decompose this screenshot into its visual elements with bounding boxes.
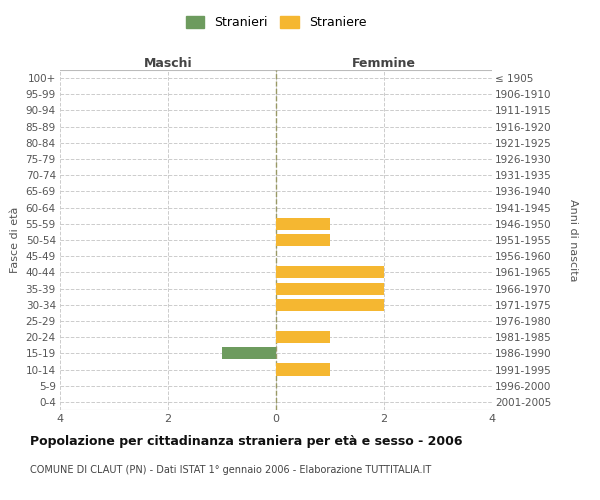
Bar: [222, 348, 276, 360]
Bar: [276, 234, 330, 246]
Bar: [276, 298, 384, 311]
Text: Maschi: Maschi: [143, 57, 193, 70]
Y-axis label: Fasce di età: Fasce di età: [10, 207, 20, 273]
Text: COMUNE DI CLAUT (PN) - Dati ISTAT 1° gennaio 2006 - Elaborazione TUTTITALIA.IT: COMUNE DI CLAUT (PN) - Dati ISTAT 1° gen…: [30, 465, 431, 475]
Text: Popolazione per cittadinanza straniera per età e sesso - 2006: Popolazione per cittadinanza straniera p…: [30, 435, 463, 448]
Bar: [276, 218, 330, 230]
Bar: [276, 266, 384, 278]
Bar: [276, 282, 384, 294]
Bar: [276, 364, 330, 376]
Text: Femmine: Femmine: [352, 57, 416, 70]
Y-axis label: Anni di nascita: Anni di nascita: [568, 198, 578, 281]
Legend: Stranieri, Straniere: Stranieri, Straniere: [181, 11, 371, 34]
Bar: [276, 331, 330, 343]
